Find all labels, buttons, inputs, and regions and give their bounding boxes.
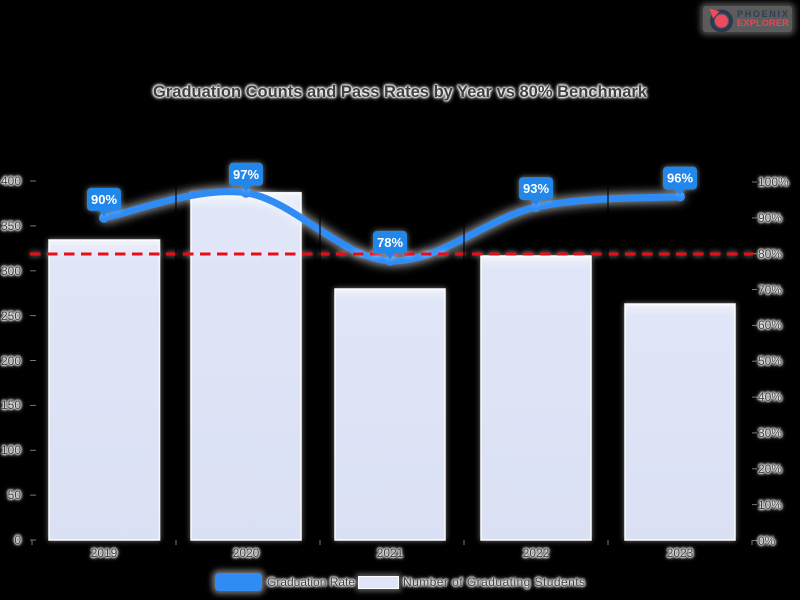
svg-text:96%: 96%: [667, 171, 693, 186]
svg-text:97%: 97%: [233, 167, 259, 182]
svg-text:78%: 78%: [377, 235, 403, 250]
svg-text:93%: 93%: [523, 181, 549, 196]
svg-text:90%: 90%: [91, 192, 117, 207]
